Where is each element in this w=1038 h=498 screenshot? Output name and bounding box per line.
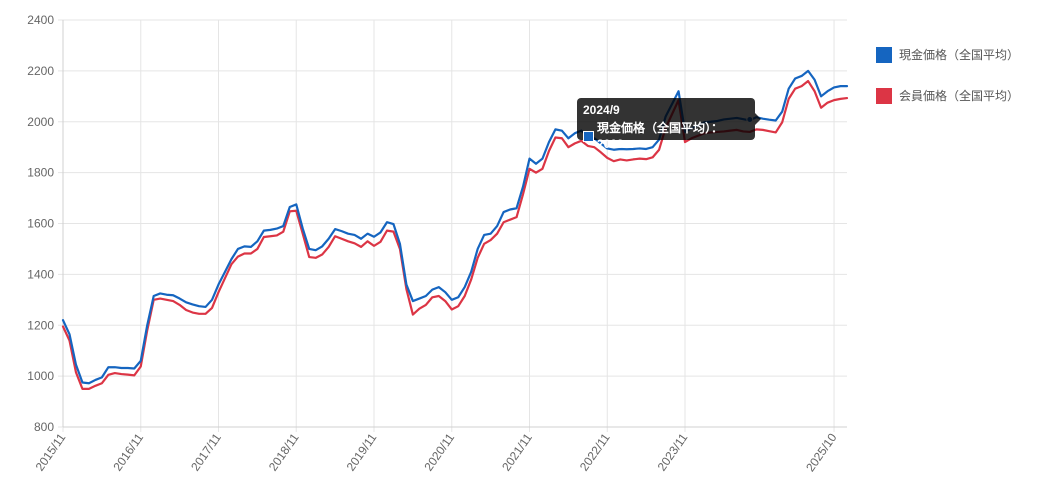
legend-label-cash: 現金価格（全国平均）: [899, 48, 1020, 62]
x-tick-label: 2016/11: [110, 430, 146, 473]
legend-label-member: 会員価格（全国平均）: [899, 89, 1020, 103]
x-tick-label: 2019/11: [344, 430, 380, 473]
chart-tooltip: 2024/9 現金価格（全国平均）：2009: [577, 98, 761, 151]
y-tick-label: 1000: [27, 369, 54, 383]
grid-lines: [58, 19, 847, 432]
y-tick-label: 2000: [27, 115, 54, 129]
legend-item-cash-price[interactable]: 現金価格（全国平均）: [876, 46, 1036, 63]
x-tick-label: 2015/11: [33, 430, 69, 473]
y-tick-label: 2200: [27, 64, 54, 78]
y-tick-label: 2400: [27, 13, 54, 27]
x-tick-label: 2018/11: [266, 430, 302, 473]
legend: 現金価格（全国平均） 会員価格（全国平均）: [876, 46, 1036, 128]
x-tick-label: 2021/11: [499, 430, 535, 473]
line-chart[interactable]: 800 1000 1200 1400 1600 1800 2000 2200 2400 2015…: [0, 0, 860, 498]
y-tick-label: 1800: [27, 166, 54, 180]
tooltip-swatch: [583, 130, 594, 142]
x-tick-label: 2022/11: [577, 430, 613, 473]
chart-canvas[interactable]: 800 1000 1200 1400 1600 1800 2000 2200 2400 2015…: [0, 0, 860, 498]
x-tick-label: 2020/11: [421, 430, 457, 473]
tooltip-row: 現金価格（全国平均）：2009: [583, 120, 749, 152]
x-tick-label: 2025/10: [803, 430, 840, 474]
x-axis-ticks: 2015/11 2016/11 2017/11 2018/11 2019/11 2020/…: [33, 430, 840, 474]
x-tick-label: 2023/11: [655, 430, 691, 473]
y-tick-label: 1600: [27, 217, 54, 231]
legend-item-member-price[interactable]: 会員価格（全国平均）: [876, 87, 1036, 104]
tooltip-caret: [755, 113, 761, 125]
x-tick-label: 2017/11: [188, 430, 224, 473]
tooltip-title: 2024/9: [583, 103, 620, 117]
tooltip-text: 現金価格（全国平均）：2009: [596, 121, 723, 151]
legend-swatch-cash: [876, 46, 892, 63]
y-tick-label: 800: [34, 420, 54, 434]
legend-swatch-member: [876, 87, 892, 104]
y-tick-label: 1400: [27, 267, 54, 281]
y-tick-label: 1200: [27, 318, 54, 332]
y-axis-ticks: 800 1000 1200 1400 1600 1800 2000 2200 2400: [27, 13, 54, 434]
